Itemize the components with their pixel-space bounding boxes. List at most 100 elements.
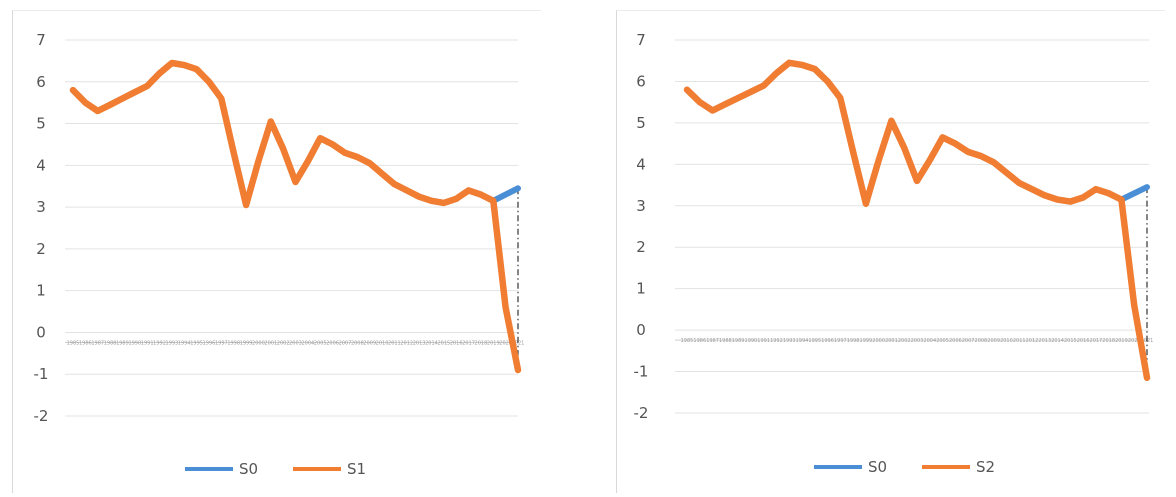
y-tick-label: -2 [34,407,49,425]
x-tick-label: 2000 [872,338,885,344]
x-tick-label: 1987 [91,340,104,346]
x-tick-label: 1992 [153,340,166,346]
x-tick-label: 2020 [499,340,512,346]
x-tick-label: 1989 [732,338,745,344]
x-tick-label: 2013 [413,340,426,346]
x-tick-label: 2019 [1115,338,1128,344]
y-tick-label: 5 [36,115,46,133]
x-tick-label: 1993 [783,338,796,344]
x-tick-label: 2018 [1102,338,1115,344]
legend-label-S1: S1 [347,460,366,478]
y-tick-label: 6 [36,73,46,91]
x-tick-label: 2004 [301,340,314,346]
x-tick-label: 2015 [437,340,450,346]
x-tick-label: 1992 [770,338,783,344]
x-tick-label: 2017 [462,340,475,346]
x-tick-label: 2009 [363,340,376,346]
x-tick-label: 2021 [512,340,525,346]
x-tick-label: 2011 [1013,338,1026,344]
x-tick-label: 2005 [936,338,949,344]
y-tick-label: 3 [36,198,46,216]
x-tick-label: 2006 [326,340,339,346]
legend-label-S0: S0 [239,460,258,478]
y-tick-label: 2 [636,238,646,256]
series-line-S2 [683,59,1151,382]
x-tick-label: 2007 [339,340,352,346]
chart-panel-left: 7 6 5 4 3 2 1 0 -1 -2 1985 1986 1987 1988 1989 1990 1991… [12,10,541,493]
x-tick-label: 1985 [67,340,80,346]
x-tick-label: 2002 [277,340,290,346]
y-tick-label: -2 [634,404,649,422]
x-tick-label: 1997 [215,340,228,346]
x-tick-label: 1986 [693,338,706,344]
x-tick-label: 2011 [388,340,401,346]
y-tick-label: -1 [34,365,49,383]
x-tick-label: 1994 [796,338,809,344]
x-tick-label: 1999 [860,338,873,344]
x-tick-label: 1988 [104,340,117,346]
y-tick-label: 0 [36,323,46,341]
legend-label-S2: S2 [976,458,995,476]
x-tick-label: 2001 [264,340,277,346]
y-tick-label: 7 [36,31,46,49]
x-tick-label: 2002 [898,338,911,344]
y-tick-label: 5 [636,114,646,132]
line-chart-right: 7 6 5 4 3 2 1 0 -1 -2 1985 1986 1987 1988 1989 1990 1991… [634,31,1154,476]
x-tick-label: 1997 [834,338,847,344]
chart-panel-right: 7 6 5 4 3 2 1 0 -1 -2 1985 1986 1987 1988 1989 1990 1991… [616,10,1165,493]
x-tick-label: 1988 [719,338,732,344]
x-tick-label: 2010 [1000,338,1013,344]
x-tick-label: 2008 [351,340,364,346]
x-tick-label: 1996 [203,340,216,346]
x-tick-label: 1998 [227,340,240,346]
y-tick-label: 0 [636,321,646,339]
x-tick-label: 2015 [1064,338,1077,344]
x-tick-label: 1989 [116,340,129,346]
x-tick-label: 2014 [1051,338,1064,344]
x-tick-label: 2014 [425,340,438,346]
x-tick-label: 1991 [757,338,770,344]
x-tick-label: 1995 [190,340,203,346]
x-tick-label: 2012 [1026,338,1039,344]
x-tick-label: 2003 [911,338,924,344]
y-tick-label: 2 [36,240,46,258]
x-tick-label: 1986 [79,340,92,346]
series-line-S1 [69,59,522,374]
y-tick-label: 1 [636,280,646,298]
x-tick-label: 1990 [745,338,758,344]
x-tick-label: 2001 [885,338,898,344]
x-tick-label: 1991 [141,340,154,346]
line-chart-left: 7 6 5 4 3 2 1 0 -1 -2 1985 1986 1987 1988 1989 1990 1991… [34,31,525,478]
x-tick-label: 2005 [314,340,327,346]
legend-label-S0: S0 [868,458,887,476]
x-tick-label: 1993 [166,340,179,346]
x-tick-label: 2004 [923,338,936,344]
x-tick-label: 2012 [400,340,413,346]
x-tick-label: 1990 [128,340,141,346]
x-tick-label: 2009 [987,338,1000,344]
x-tick-label: 1987 [706,338,719,344]
x-tick-label: 1994 [178,340,191,346]
y-tick-label: 3 [636,197,646,215]
x-tick-label: 2008 [975,338,988,344]
x-tick-label: 2016 [1077,338,1090,344]
y-tick-label: 7 [636,31,646,49]
x-tick-label: 2000 [252,340,265,346]
x-tick-label: 1985 [681,338,694,344]
x-tick-label: 2020 [1128,338,1141,344]
x-tick-label: 2018 [475,340,488,346]
y-tick-label: 1 [36,282,46,300]
x-tick-label: 1995 [808,338,821,344]
x-tick-label: 1999 [240,340,253,346]
x-tick-label: 2016 [450,340,463,346]
x-tick-label: 1996 [821,338,834,344]
y-tick-label: 6 [636,72,646,90]
x-tick-label: 2013 [1038,338,1051,344]
x-tick-label: 2017 [1090,338,1103,344]
x-tick-label: 1998 [847,338,860,344]
y-tick-label: 4 [36,156,46,174]
y-tick-label: 4 [636,155,646,173]
x-tick-label: 2010 [376,340,389,346]
x-tick-label: 2003 [289,340,302,346]
x-tick-label: 2019 [487,340,500,346]
